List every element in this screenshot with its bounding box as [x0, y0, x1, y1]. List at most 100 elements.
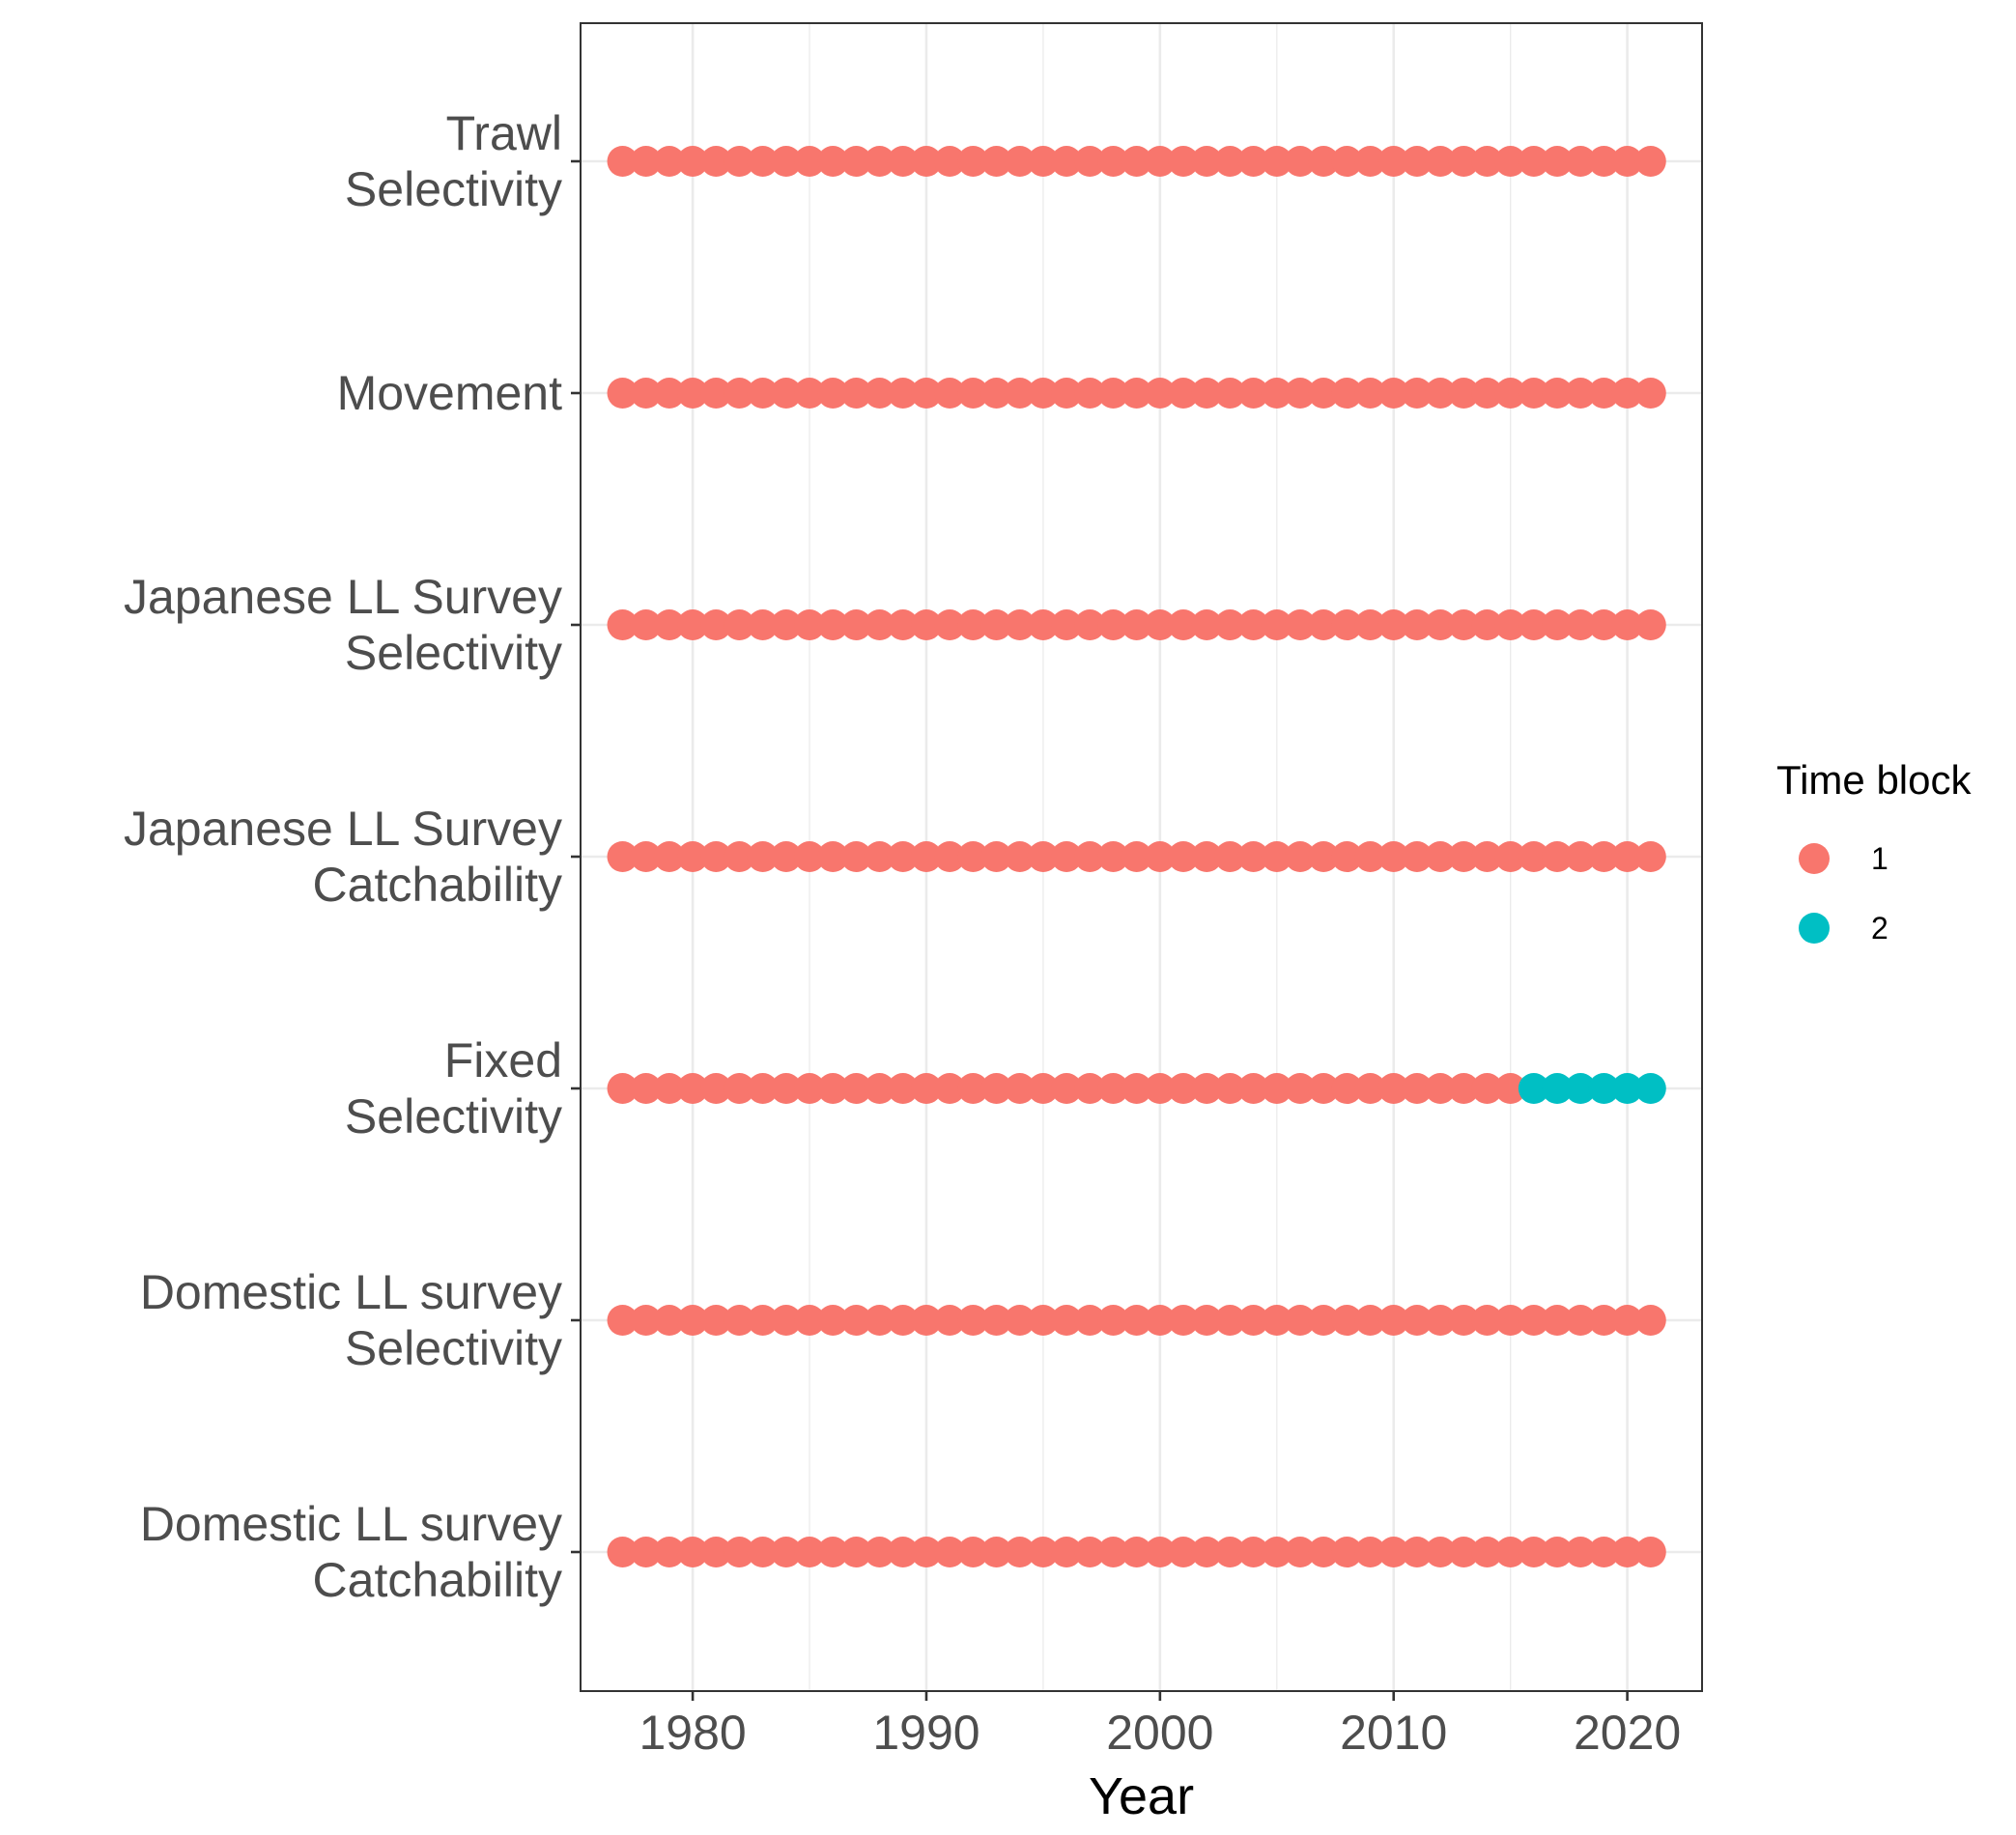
data-point — [677, 146, 709, 177]
data-point — [1354, 841, 1386, 872]
data-point — [1565, 1537, 1597, 1567]
data-point — [724, 1537, 755, 1567]
data-point — [840, 841, 872, 872]
data-point — [794, 146, 826, 177]
data-point — [1074, 609, 1106, 640]
data-point — [1588, 1537, 1620, 1567]
legend-key — [1799, 913, 1830, 944]
data-point — [1588, 841, 1620, 872]
data-point — [1634, 1073, 1666, 1104]
data-point — [1634, 378, 1666, 409]
data-point — [1051, 841, 1083, 872]
data-point — [747, 1305, 779, 1336]
data-point — [1448, 146, 1480, 177]
data-point — [794, 841, 826, 872]
data-point — [957, 146, 989, 177]
data-point — [653, 1073, 685, 1104]
data-point — [1448, 609, 1480, 640]
data-point — [1027, 1073, 1059, 1104]
data-point — [910, 609, 942, 640]
x-tick-label: 1990 — [872, 1706, 980, 1760]
data-point — [607, 841, 639, 872]
data-point — [934, 1537, 966, 1567]
data-point — [980, 841, 1012, 872]
data-point — [1611, 146, 1643, 177]
data-point — [1284, 1305, 1316, 1336]
data-point — [887, 1073, 919, 1104]
data-point — [1168, 609, 1200, 640]
data-point — [1027, 146, 1059, 177]
data-point — [770, 1073, 802, 1104]
data-point — [630, 1073, 662, 1104]
legend-label: 2 — [1871, 911, 1888, 946]
data-point — [1565, 1305, 1597, 1336]
data-point — [840, 1305, 872, 1336]
data-point — [817, 1305, 849, 1336]
data-point — [700, 1305, 732, 1336]
data-point — [1494, 1073, 1526, 1104]
data-point — [1261, 609, 1292, 640]
data-point — [1284, 1537, 1316, 1567]
data-point — [980, 146, 1012, 177]
legend: Time block 1 2 — [1776, 757, 1972, 946]
data-point — [840, 609, 872, 640]
data-point — [607, 1073, 639, 1104]
data-point — [700, 841, 732, 872]
data-point — [1448, 1073, 1480, 1104]
data-point — [1214, 1537, 1246, 1567]
data-point — [1448, 1305, 1480, 1336]
y-tick-label: Japanese LL Survey — [124, 802, 562, 856]
data-point — [1542, 841, 1574, 872]
data-point — [1051, 378, 1083, 409]
data-point — [1051, 1305, 1083, 1336]
data-point — [1542, 1073, 1574, 1104]
data-point — [724, 841, 755, 872]
data-point — [1331, 841, 1363, 872]
data-point — [1168, 378, 1200, 409]
data-point — [653, 841, 685, 872]
data-point — [1121, 146, 1152, 177]
data-point — [980, 1073, 1012, 1104]
data-point — [934, 1073, 966, 1104]
data-point — [1425, 378, 1457, 409]
data-point — [1331, 146, 1363, 177]
data-point — [1308, 146, 1340, 177]
data-point — [1542, 609, 1574, 640]
data-point — [1542, 1305, 1574, 1336]
data-point — [770, 146, 802, 177]
data-point — [1168, 146, 1200, 177]
data-point — [1634, 146, 1666, 177]
data-point — [1354, 378, 1386, 409]
data-point — [770, 378, 802, 409]
data-point — [1471, 1305, 1503, 1336]
data-point — [1051, 1073, 1083, 1104]
data-point — [1191, 378, 1223, 409]
data-point — [1144, 1305, 1176, 1336]
data-point — [1611, 1537, 1643, 1567]
data-point — [1331, 1537, 1363, 1567]
data-point — [1261, 146, 1292, 177]
data-point — [607, 609, 639, 640]
data-point — [1308, 841, 1340, 872]
data-point — [864, 1537, 895, 1567]
data-point — [957, 609, 989, 640]
data-point — [1074, 1305, 1106, 1336]
data-point — [934, 1305, 966, 1336]
data-point — [934, 841, 966, 872]
data-point — [1425, 609, 1457, 640]
data-point — [677, 841, 709, 872]
data-point — [817, 1537, 849, 1567]
data-point — [1191, 1073, 1223, 1104]
data-point — [1611, 378, 1643, 409]
data-point — [700, 146, 732, 177]
y-tick-label: Fixed — [444, 1033, 562, 1087]
data-point — [653, 1537, 685, 1567]
data-point — [1051, 1537, 1083, 1567]
data-point — [1004, 1073, 1036, 1104]
data-point — [1425, 841, 1457, 872]
data-point — [1448, 1537, 1480, 1567]
data-point — [1237, 1537, 1269, 1567]
data-point — [1284, 1073, 1316, 1104]
